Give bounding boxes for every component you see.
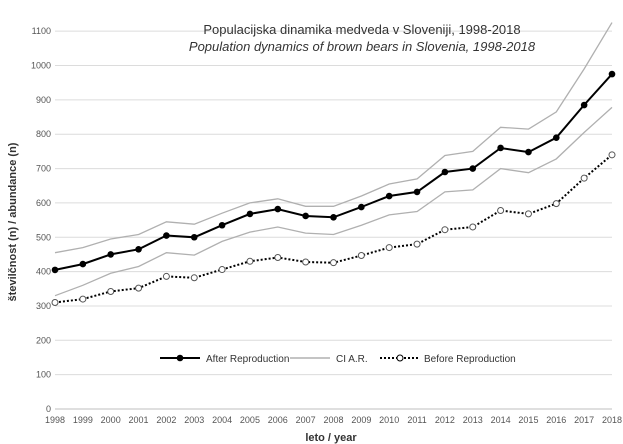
legend-label-after-reproduction: After Reproduction (206, 354, 289, 365)
legend: After Reproduction CI A.R. Before Reprod… (160, 354, 516, 365)
x-tick-2005: 2005 (240, 415, 260, 425)
chart-title: Populacijska dinamika medveda v Slovenij… (203, 22, 520, 37)
y-tick-labels: 0 100 200 300 400 500 600 700 800 900 1000 1100 (31, 26, 51, 414)
point-after-reproduction-2003 (190, 233, 198, 241)
gridlines (55, 30, 612, 410)
chart-subtitle: Population dynamics of brown bears in Sl… (189, 39, 536, 54)
x-tick-2008: 2008 (323, 415, 343, 425)
point-after-reproduction-2007 (302, 212, 309, 220)
point-after-reproduction-2000 (107, 251, 114, 258)
point-before-reproduction-2009 (357, 251, 365, 259)
series-points (51, 70, 616, 307)
point-after-reproduction-2005 (246, 210, 254, 218)
point-after-reproduction-2017 (580, 101, 588, 109)
y-tick-600: 600 (36, 198, 51, 208)
point-after-reproduction-1999 (79, 260, 87, 268)
point-after-reproduction-2002 (163, 232, 170, 239)
point-before-reproduction-2004 (218, 266, 226, 274)
point-after-reproduction-2011 (413, 188, 421, 196)
point-after-reproduction-2014 (497, 144, 504, 152)
legend-label-before-reproduction: Before Reproduction (424, 354, 516, 365)
point-before-reproduction-2014 (497, 206, 505, 214)
point-after-reproduction-2015 (525, 148, 532, 156)
x-tick-2001: 2001 (129, 415, 149, 425)
legend-label-ci: CI A.R. (336, 354, 368, 365)
y-tick-100: 100 (36, 370, 51, 380)
point-before-reproduction-2015 (524, 210, 532, 218)
series-line-ci-upper (54, 22, 613, 254)
point-before-reproduction-2018 (608, 151, 616, 159)
point-before-reproduction-2000 (107, 288, 115, 296)
x-tick-2016: 2016 (546, 415, 566, 425)
y-tick-400: 400 (36, 267, 51, 277)
series-line-before-reproduction (54, 154, 613, 304)
x-tick-2013: 2013 (463, 415, 483, 425)
y-tick-1100: 1100 (32, 26, 51, 36)
point-before-reproduction-2005 (246, 257, 254, 265)
x-tick-2000: 2000 (101, 415, 121, 425)
point-after-reproduction-2008 (330, 214, 337, 221)
y-tick-800: 800 (36, 129, 51, 139)
y-tick-200: 200 (36, 335, 51, 345)
point-after-reproduction-2012 (441, 168, 449, 176)
point-before-reproduction-2002 (162, 272, 170, 280)
x-tick-2018: 2018 (602, 415, 622, 425)
x-tick-2011: 2011 (407, 415, 426, 425)
point-before-reproduction-2008 (330, 259, 337, 267)
point-before-reproduction-2001 (135, 284, 143, 292)
point-before-reproduction-2012 (441, 226, 449, 234)
point-before-reproduction-1999 (79, 295, 87, 303)
x-tick-2004: 2004 (212, 415, 232, 425)
point-after-reproduction-2004 (218, 221, 226, 229)
legend-marker-before-reproduction (396, 354, 404, 362)
x-tick-2007: 2007 (296, 415, 316, 425)
y-tick-0: 0 (46, 404, 51, 414)
point-after-reproduction-2001 (135, 245, 142, 253)
x-tick-2017: 2017 (574, 415, 594, 425)
x-tick-1999: 1999 (73, 415, 93, 425)
legend-marker-after-reproduction (176, 354, 184, 362)
point-after-reproduction-2010 (385, 192, 393, 200)
x-tick-2014: 2014 (491, 415, 511, 425)
point-after-reproduction-2018 (608, 70, 616, 78)
y-tick-900: 900 (36, 95, 51, 105)
point-after-reproduction-2013 (469, 165, 477, 172)
point-after-reproduction-2006 (274, 205, 282, 213)
point-after-reproduction-1998 (51, 266, 59, 274)
x-tick-labels: 1998 1999 2000 2001 2002 2003 2004 2005 2006 2007… (45, 415, 622, 425)
y-axis-title: številčnost (n) / abundance (n) (7, 142, 19, 301)
point-before-reproduction-2010 (385, 244, 393, 252)
x-tick-2015: 2015 (518, 415, 538, 425)
y-tick-300: 300 (36, 301, 51, 311)
y-tick-500: 500 (36, 232, 51, 242)
x-tick-2002: 2002 (156, 415, 176, 425)
point-before-reproduction-1998 (51, 299, 59, 307)
x-tick-2006: 2006 (268, 415, 288, 425)
x-tick-2003: 2003 (184, 415, 204, 425)
point-before-reproduction-2016 (552, 200, 560, 208)
point-before-reproduction-2011 (413, 240, 421, 248)
series-line-ci-lower (54, 106, 613, 297)
point-after-reproduction-2009 (358, 203, 365, 211)
x-tick-2010: 2010 (379, 415, 399, 425)
y-tick-1000: 1000 (31, 61, 51, 71)
point-before-reproduction-2006 (274, 254, 282, 262)
point-before-reproduction-2013 (469, 223, 477, 231)
x-tick-1998: 1998 (45, 415, 65, 425)
point-before-reproduction-2017 (580, 174, 588, 182)
x-tick-2009: 2009 (351, 415, 371, 425)
point-before-reproduction-2003 (190, 274, 198, 282)
x-tick-2012: 2012 (435, 415, 455, 425)
point-before-reproduction-2007 (302, 258, 310, 266)
y-tick-700: 700 (36, 164, 51, 174)
point-after-reproduction-2016 (553, 134, 560, 141)
x-axis-title: leto / year (305, 432, 357, 444)
